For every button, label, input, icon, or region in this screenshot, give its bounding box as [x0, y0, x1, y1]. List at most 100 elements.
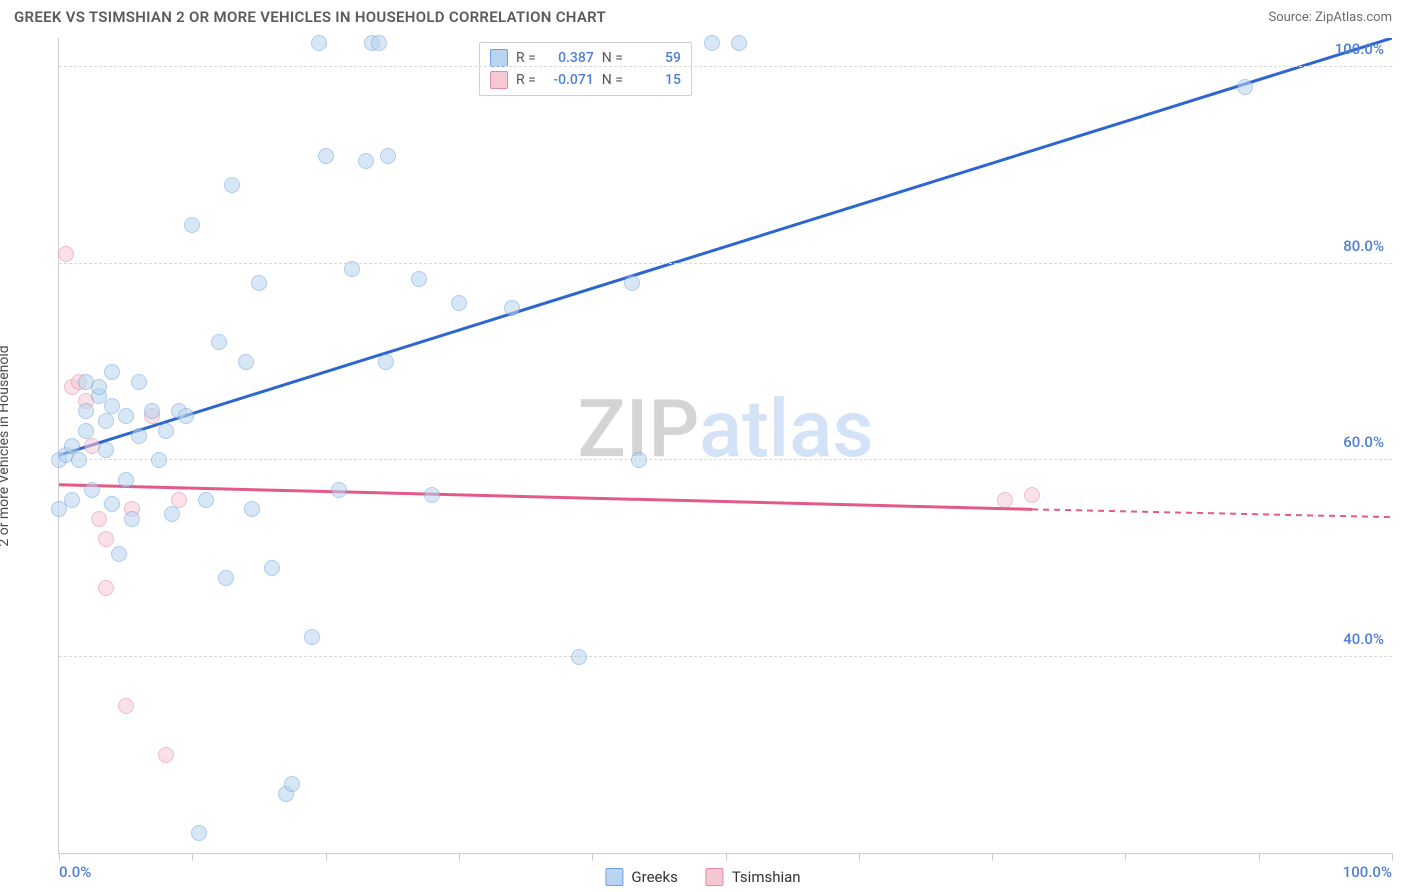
gridline	[59, 66, 1392, 67]
y-tick-label: 40.0%	[1343, 630, 1384, 648]
y-axis-label: 2 or more Vehicles in Household	[0, 345, 12, 546]
data-point	[118, 698, 134, 714]
r-label: R =	[516, 69, 536, 91]
data-point	[98, 531, 114, 547]
data-point	[158, 747, 174, 763]
gridline	[59, 459, 1392, 460]
legend-item-tsimshian: Tsimshian	[706, 868, 801, 886]
chart-area: 2 or more Vehicles in Household ZIPatlas…	[14, 38, 1392, 854]
x-tick	[592, 853, 593, 861]
data-point	[118, 472, 134, 488]
data-point	[111, 546, 127, 562]
data-point	[624, 275, 640, 291]
x-tick	[726, 853, 727, 861]
data-point	[171, 492, 187, 508]
data-point	[78, 403, 94, 419]
trend-lines	[59, 38, 1392, 853]
data-point	[358, 153, 374, 169]
x-tick-label: 100.0%	[1343, 863, 1392, 881]
x-tick	[859, 853, 860, 861]
plot-region: ZIPatlas R = 0.387 N = 59 R = -0.071 N =…	[58, 38, 1392, 854]
x-tick	[326, 853, 327, 861]
data-point	[191, 825, 207, 841]
data-point	[304, 629, 320, 645]
swatch-greeks	[605, 868, 623, 886]
gridline	[59, 656, 1392, 657]
data-point	[997, 492, 1013, 508]
data-point	[264, 560, 280, 576]
data-point	[144, 403, 160, 419]
source-label: Source: ZipAtlas.com	[1268, 10, 1392, 25]
data-point	[151, 452, 167, 468]
legend-label-greeks: Greeks	[631, 868, 677, 886]
data-point	[78, 423, 94, 439]
data-point	[224, 177, 240, 193]
data-point	[124, 511, 140, 527]
data-point	[104, 364, 120, 380]
x-tick-label: 0.0%	[59, 863, 91, 881]
y-tick-label: 80.0%	[1343, 237, 1384, 255]
data-point	[91, 379, 107, 395]
data-point	[451, 295, 467, 311]
data-point	[84, 482, 100, 498]
gridline	[59, 263, 1392, 264]
data-point	[164, 506, 180, 522]
data-point	[238, 354, 254, 370]
x-tick	[459, 853, 460, 861]
data-point	[98, 413, 114, 429]
legend-item-greeks: Greeks	[605, 868, 677, 886]
data-point	[184, 217, 200, 233]
y-tick-label: 100.0%	[1335, 40, 1384, 58]
data-point	[251, 275, 267, 291]
swatch-tsimshian	[490, 71, 508, 89]
x-tick	[192, 853, 193, 861]
n-label: N =	[602, 69, 623, 91]
tsimshian-n-value: 15	[631, 69, 681, 91]
data-point	[704, 35, 720, 51]
data-point	[244, 501, 260, 517]
data-point	[118, 408, 134, 424]
data-point	[1024, 487, 1040, 503]
correlation-legend: R = 0.387 N = 59 R = -0.071 N = 15	[479, 42, 692, 96]
swatch-greeks	[490, 49, 508, 67]
data-point	[104, 496, 120, 512]
data-point	[178, 408, 194, 424]
data-point	[211, 334, 227, 350]
series-legend: Greeks Tsimshian	[605, 868, 800, 886]
data-point	[64, 438, 80, 454]
watermark: ZIPatlas	[578, 382, 874, 476]
data-point	[371, 35, 387, 51]
x-tick	[992, 853, 993, 861]
data-point	[91, 511, 107, 527]
data-point	[504, 300, 520, 316]
x-tick	[59, 853, 60, 861]
tsimshian-r-value: -0.071	[544, 69, 594, 91]
data-point	[311, 35, 327, 51]
data-point	[218, 570, 234, 586]
legend-row-tsimshian: R = -0.071 N = 15	[490, 69, 681, 91]
data-point	[378, 354, 394, 370]
data-point	[58, 246, 74, 262]
x-tick	[1259, 853, 1260, 861]
data-point	[158, 423, 174, 439]
data-point	[284, 776, 300, 792]
data-point	[331, 482, 347, 498]
data-point	[64, 492, 80, 508]
swatch-tsimshian	[706, 868, 724, 886]
data-point	[98, 442, 114, 458]
data-point	[98, 580, 114, 596]
data-point	[198, 492, 214, 508]
x-tick	[1392, 853, 1393, 861]
data-point	[318, 148, 334, 164]
data-point	[424, 487, 440, 503]
data-point	[731, 35, 747, 51]
data-point	[131, 428, 147, 444]
data-point	[344, 261, 360, 277]
legend-label-tsimshian: Tsimshian	[732, 868, 801, 886]
data-point	[1237, 79, 1253, 95]
data-point	[131, 374, 147, 390]
y-tick-label: 60.0%	[1343, 433, 1384, 451]
data-point	[411, 271, 427, 287]
data-point	[71, 452, 87, 468]
x-tick	[1125, 853, 1126, 861]
